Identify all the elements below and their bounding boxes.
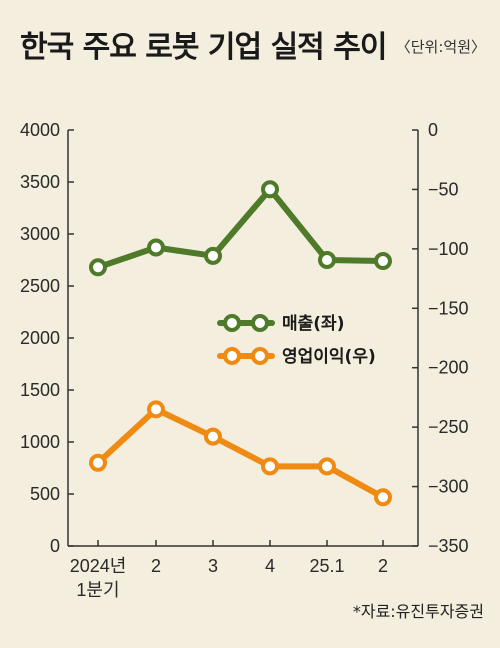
right-tick-label: −300	[428, 477, 469, 497]
data-point	[376, 254, 390, 268]
source-note: *자료:유진투자증권	[353, 598, 484, 622]
x-tick-label: 4	[265, 556, 275, 576]
left-tick-label: 1000	[20, 432, 60, 452]
right-tick-label: −50	[428, 179, 459, 199]
left-tick-label: 0	[50, 536, 60, 556]
legend-label: 매출(좌)	[282, 314, 344, 334]
data-point	[320, 253, 334, 267]
data-point	[206, 430, 220, 444]
x-tick-label: 3	[208, 556, 218, 576]
x-tick-label: 25.1	[309, 556, 344, 576]
data-point	[263, 459, 277, 473]
data-point	[91, 260, 105, 274]
legend-label: 영업이익(우)	[282, 347, 376, 367]
data-point	[320, 459, 334, 473]
right-tick-label: −100	[428, 239, 469, 259]
x-tick-label: 2	[378, 556, 388, 576]
right-tick-label: −350	[428, 536, 469, 556]
x-tick-label: 2024년 1분기	[70, 556, 127, 600]
data-point	[206, 249, 220, 263]
left-tick-label: 4000	[20, 120, 60, 140]
left-tick-label: 2000	[20, 328, 60, 348]
right-tick-label: −250	[428, 417, 469, 437]
data-point	[376, 490, 390, 504]
right-tick-label: −200	[428, 358, 469, 378]
right-tick-label: −150	[428, 298, 469, 318]
series-line-2	[98, 409, 383, 497]
data-point	[91, 456, 105, 470]
data-point	[149, 241, 163, 255]
data-point	[263, 182, 277, 196]
left-tick-label: 1500	[20, 380, 60, 400]
right-tick-label: 0	[428, 120, 438, 140]
left-tick-label: 500	[30, 484, 60, 504]
legend-marker	[225, 349, 239, 363]
series-line-1	[98, 189, 383, 267]
legend-marker	[225, 316, 239, 330]
legend-marker	[253, 349, 267, 363]
x-tick-label: 2	[151, 556, 161, 576]
left-tick-label: 3000	[20, 224, 60, 244]
legend-marker	[253, 316, 267, 330]
left-tick-label: 2500	[20, 276, 60, 296]
data-point	[149, 402, 163, 416]
left-tick-label: 3500	[20, 172, 60, 192]
